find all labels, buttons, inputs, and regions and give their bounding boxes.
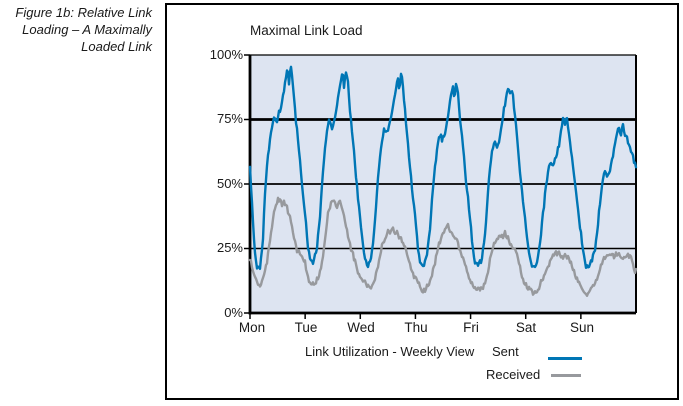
caption-line-1: Figure 1b: Relative Link [15, 5, 152, 20]
x-tick-label-mon: Mon [238, 320, 266, 335]
legend-swatch-received [551, 374, 581, 377]
figure-caption: Figure 1b: Relative Link Loading – A Max… [0, 4, 152, 55]
x-tick-label-sat: Sat [515, 320, 537, 335]
y-tick-label-0: 0% [224, 305, 243, 320]
legend-caption: Link Utilization - Weekly View [305, 344, 475, 359]
y-tick-label-75: 75% [216, 111, 243, 126]
chart-title: Maximal Link Load [250, 23, 363, 38]
link-load-chart [244, 54, 638, 319]
x-tick-label-sun: Sun [569, 320, 595, 335]
y-tick-label-25: 25% [216, 240, 243, 255]
x-tick-label-thu: Thu [404, 320, 428, 335]
x-tick-label-tue: Tue [294, 320, 318, 335]
legend-label-sent: Sent [492, 344, 519, 359]
y-tick-label-100: 100% [209, 47, 243, 62]
caption-line-2: Loading – A Maximally [22, 22, 152, 37]
legend-label-received: Received [486, 367, 541, 382]
legend-swatch-sent [548, 357, 582, 360]
caption-line-3: Loaded Link [81, 39, 152, 54]
y-tick-label-50: 50% [216, 176, 243, 191]
x-tick-label-wed: Wed [347, 320, 375, 335]
x-tick-label-fri: Fri [463, 320, 479, 335]
